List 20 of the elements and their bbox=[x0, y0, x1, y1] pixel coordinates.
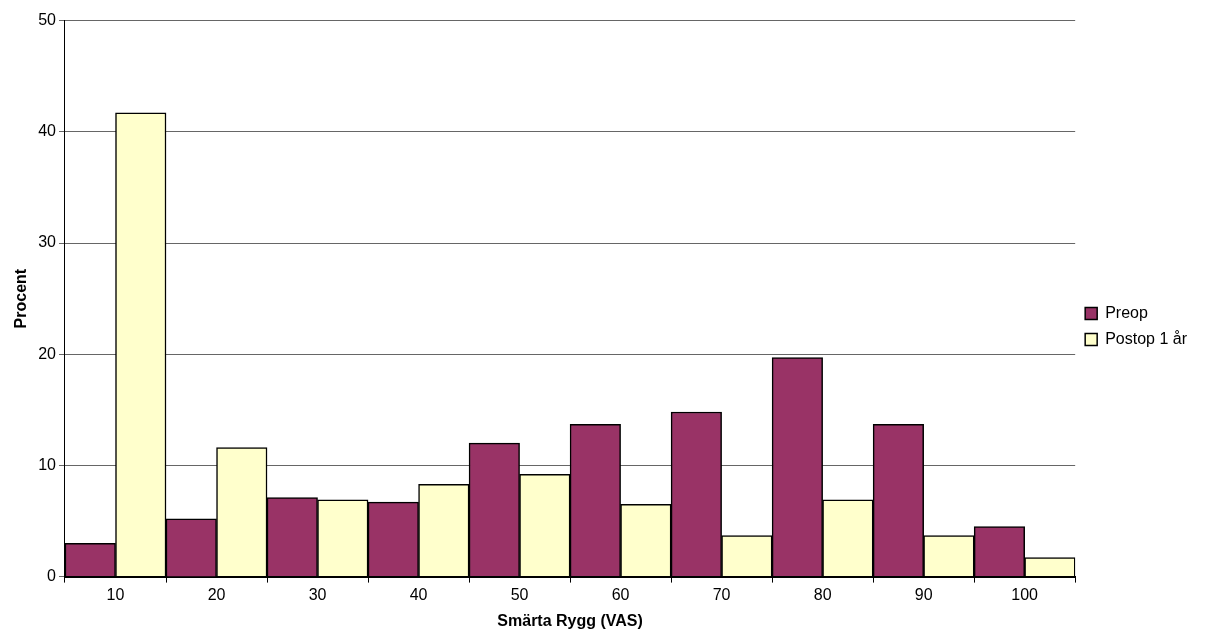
x-tick-label: 60 bbox=[611, 585, 630, 603]
y-tick-label: 40 bbox=[38, 122, 57, 140]
y-tick-label: 30 bbox=[38, 233, 57, 251]
y-tick-label: 0 bbox=[47, 567, 57, 585]
y-tick-label: 50 bbox=[38, 11, 57, 29]
x-tick-label: 100 bbox=[1011, 585, 1039, 603]
y-tick-label: 10 bbox=[38, 455, 57, 473]
x-tick-label: 90 bbox=[914, 585, 933, 603]
x-tick-label: 80 bbox=[813, 585, 832, 603]
x-tick-label: 50 bbox=[510, 585, 529, 603]
x-tick-label: 40 bbox=[409, 585, 428, 603]
y-tick-label: 20 bbox=[38, 344, 57, 362]
x-tick-label: 30 bbox=[308, 585, 327, 603]
legend-label: Preop bbox=[1105, 303, 1148, 321]
y-axis-title: Procent bbox=[12, 268, 30, 329]
x-tick-label: 70 bbox=[712, 585, 731, 603]
x-tick-label: 20 bbox=[207, 585, 226, 603]
x-axis-title: Smärta Rygg (VAS) bbox=[497, 611, 643, 629]
x-tick-label: 10 bbox=[106, 585, 125, 603]
legend-label: Postop 1 år bbox=[1105, 329, 1188, 347]
